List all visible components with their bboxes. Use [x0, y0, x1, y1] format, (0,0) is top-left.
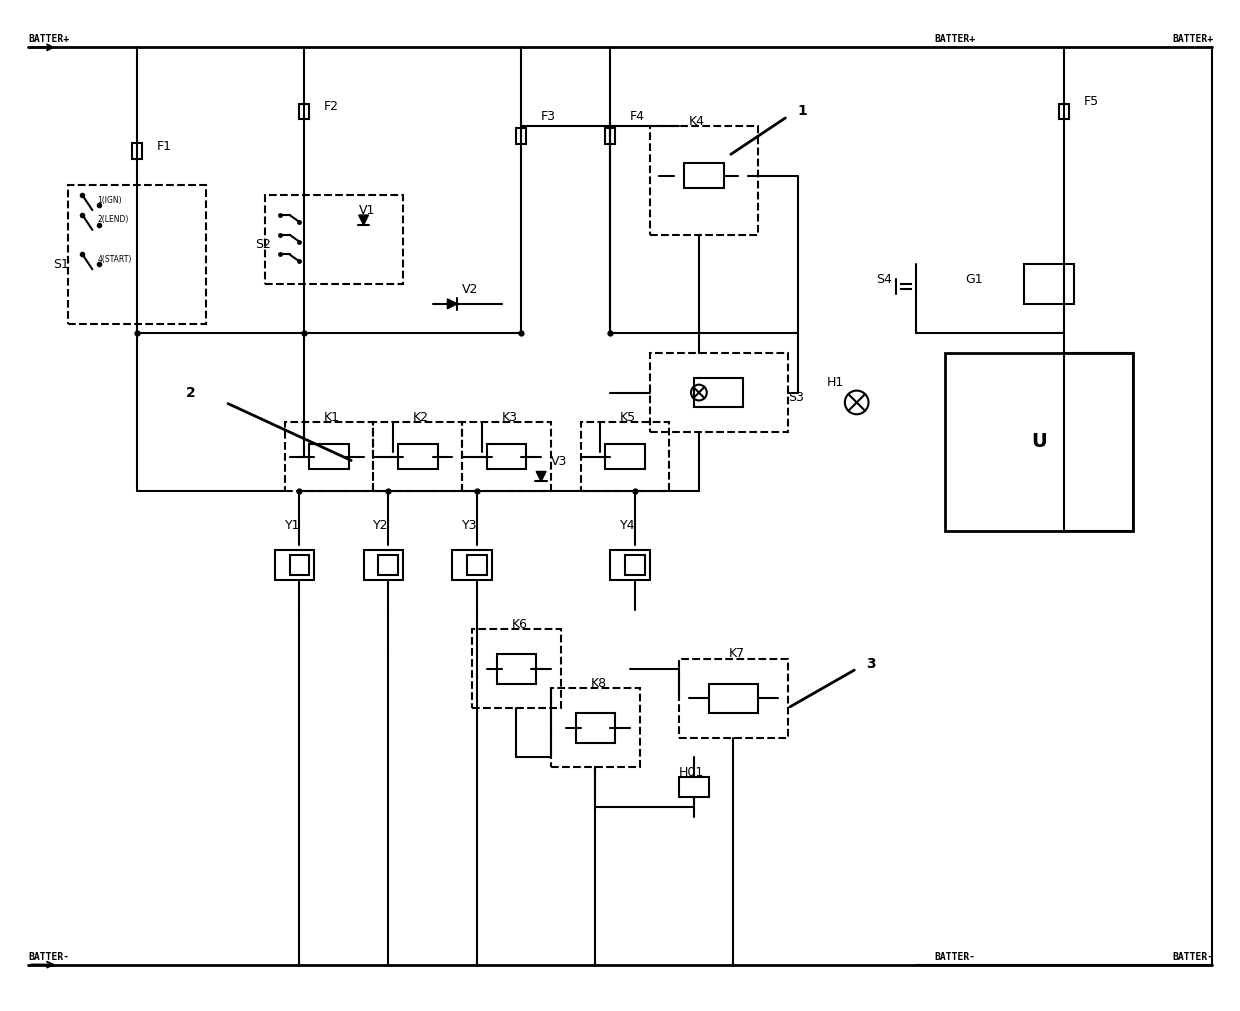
- Text: S3: S3: [787, 391, 804, 404]
- Text: F4: F4: [630, 110, 645, 123]
- Bar: [694, 378, 743, 407]
- Text: G1: G1: [965, 273, 983, 286]
- Text: F5: F5: [1084, 95, 1099, 108]
- Text: 2: 2: [186, 385, 196, 399]
- Text: K6: K6: [512, 618, 527, 631]
- Polygon shape: [448, 299, 458, 308]
- Polygon shape: [536, 471, 546, 481]
- Polygon shape: [358, 215, 368, 224]
- Bar: [453, 550, 492, 580]
- Text: H01: H01: [680, 765, 704, 778]
- Bar: [709, 683, 758, 713]
- Bar: [1059, 103, 1069, 119]
- Text: F1: F1: [156, 140, 171, 153]
- Bar: [472, 629, 560, 708]
- Bar: [487, 445, 526, 469]
- Bar: [516, 128, 526, 144]
- Text: BATTER-: BATTER-: [1172, 951, 1214, 961]
- Text: V2: V2: [463, 282, 479, 295]
- Text: Y1: Y1: [285, 520, 300, 532]
- Bar: [580, 423, 670, 491]
- Bar: [575, 713, 615, 743]
- Text: 3: 3: [867, 657, 877, 670]
- Text: 1: 1: [797, 104, 807, 118]
- Bar: [398, 445, 438, 469]
- Bar: [551, 688, 640, 767]
- Bar: [373, 423, 463, 491]
- Text: Y4: Y4: [620, 520, 635, 532]
- Bar: [945, 353, 1133, 531]
- Bar: [131, 143, 141, 159]
- Text: F2: F2: [324, 100, 339, 113]
- Text: Y2: Y2: [373, 520, 389, 532]
- Text: BATTER+: BATTER+: [934, 34, 975, 44]
- Bar: [285, 423, 373, 491]
- Bar: [680, 659, 787, 738]
- Text: K3: K3: [502, 410, 517, 424]
- Bar: [680, 777, 709, 797]
- Bar: [650, 353, 787, 432]
- Text: F3: F3: [541, 110, 556, 123]
- Text: K7: K7: [728, 647, 744, 660]
- Bar: [605, 128, 615, 144]
- Text: V3: V3: [551, 455, 568, 468]
- Text: BATTER-: BATTER-: [29, 951, 69, 961]
- Text: S1: S1: [53, 258, 68, 271]
- Bar: [68, 185, 206, 324]
- Bar: [650, 126, 758, 235]
- Text: K8: K8: [590, 677, 606, 691]
- Text: BATTER+: BATTER+: [29, 34, 69, 44]
- Text: Y3: Y3: [463, 520, 477, 532]
- Bar: [290, 555, 309, 575]
- Bar: [265, 195, 403, 284]
- Text: V1: V1: [358, 203, 374, 216]
- Bar: [463, 423, 551, 491]
- Text: 1(IGN): 1(IGN): [97, 196, 122, 205]
- Bar: [363, 550, 403, 580]
- Text: BATTER+: BATTER+: [1172, 34, 1214, 44]
- Bar: [497, 654, 536, 683]
- Bar: [605, 445, 645, 469]
- Bar: [378, 555, 398, 575]
- Text: 4(START): 4(START): [97, 255, 131, 264]
- Bar: [1024, 264, 1074, 304]
- Text: H1: H1: [827, 376, 844, 389]
- Text: K2: K2: [413, 410, 429, 424]
- Bar: [625, 555, 645, 575]
- Bar: [275, 550, 314, 580]
- Bar: [684, 163, 724, 188]
- Bar: [300, 103, 309, 119]
- Bar: [467, 555, 487, 575]
- Text: K5: K5: [620, 410, 636, 424]
- Text: 2(LEND): 2(LEND): [97, 215, 129, 224]
- Bar: [309, 445, 348, 469]
- Text: U: U: [1032, 433, 1047, 451]
- Text: S2: S2: [255, 239, 272, 251]
- Text: K1: K1: [324, 410, 340, 424]
- Text: BATTER-: BATTER-: [934, 951, 975, 961]
- Text: K4: K4: [689, 115, 706, 127]
- Bar: [610, 550, 650, 580]
- Text: S4: S4: [877, 273, 893, 286]
